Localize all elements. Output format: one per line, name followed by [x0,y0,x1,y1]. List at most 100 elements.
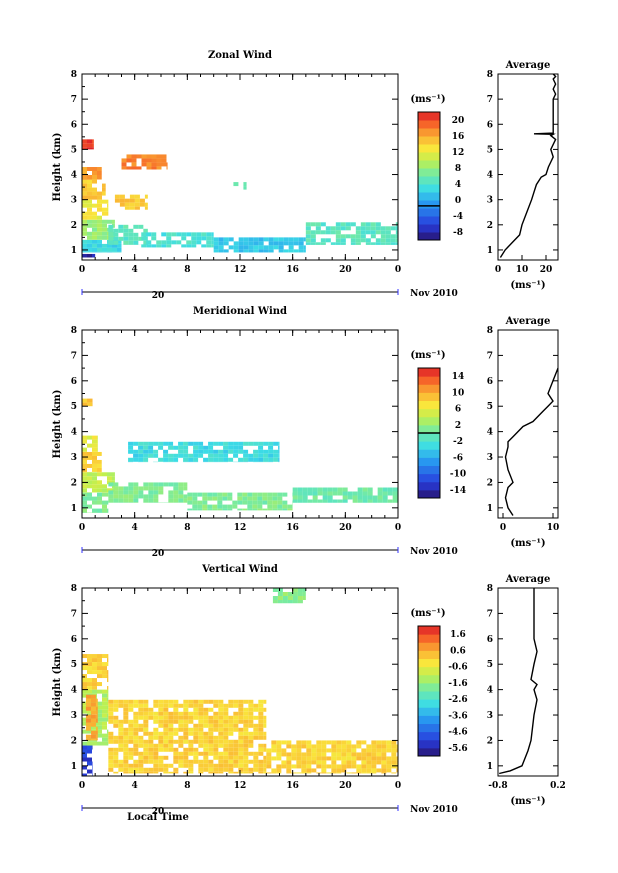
heatmap-cell [292,600,298,604]
heatmap-cell [278,441,280,446]
heatmap-cell [377,487,383,492]
colorbar-segment [418,489,440,499]
heatmap-cell [118,731,124,736]
heatmap-cell [183,699,189,704]
heatmap-cell [335,238,341,243]
heatmap-cell [258,453,264,458]
colorbar-segment [418,384,440,393]
heatmap-cell [87,745,92,750]
heatmap-cell [365,222,371,227]
heatmap-cell [305,230,311,235]
heatmap-cell [171,232,177,237]
heatmap-cell [198,743,204,748]
heatmap-cell [82,500,87,505]
heatmap-cell [252,496,258,501]
heatmap-cell [321,748,327,753]
heatmap-cell [361,740,367,745]
heatmap-cell [193,457,199,462]
heatmap-cell [158,763,164,768]
heatmap-cell [365,238,371,243]
heatmap-cell [92,247,97,252]
heatmap-cell [128,457,134,462]
heatmap-cell [92,227,97,232]
heatmap-cell [92,211,97,216]
heatmap-cell [266,752,272,757]
y-tick-label: 5 [71,402,77,412]
heatmap-cell [278,245,284,250]
heatmap-cell [87,678,92,683]
heatmap-cell [332,491,338,496]
heatmap-cell [292,592,298,596]
heatmap-cell [243,249,249,253]
heatmap-cell [258,249,264,253]
heatmap-cell [213,237,219,242]
avg-y-tick-label: 7 [487,609,493,619]
heatmap-cell [306,764,312,769]
heatmap-cell [153,743,159,748]
heatmap-cell [82,139,87,144]
heatmap-cell [351,752,357,757]
heatmap-cell [357,491,363,496]
avg-y-tick-label: 1 [487,246,493,256]
heatmap-cell [117,251,122,253]
heatmap-cell [297,588,303,592]
heatmap-cell [92,476,97,481]
heatmap-cell [102,662,107,667]
heatmap-cell [168,731,174,736]
heatmap-cell [208,719,214,724]
heatmap-cell [213,249,219,253]
heatmap-cell [316,748,322,753]
colorbar-tick-label: -0.6 [448,663,467,673]
heatmap-cell [113,240,119,245]
heatmap-cell [233,241,239,246]
heatmap-cell [242,500,248,505]
heatmap-cell [133,747,139,752]
heatmap-cell [321,772,327,774]
heatmap-cell [87,247,92,252]
heatmap-cell [391,760,397,765]
heatmap-cell [218,739,224,744]
heatmap-cell [133,727,139,732]
heatmap-cell [97,459,102,464]
heatmap-cell [92,741,97,746]
heatmap-cell [128,703,134,708]
heatmap-cell [92,678,97,683]
heatmap-cell [90,714,96,719]
heatmap-cell [258,245,264,250]
heatmap-cell [218,727,224,732]
heatmap-cell [138,771,144,774]
heatmap-cell [118,763,124,768]
heatmap-cell [327,499,333,503]
colorbar-segment [418,650,440,659]
heatmap-cell [107,243,112,248]
heatmap-cell [156,240,162,245]
heatmap-cell [376,744,382,749]
heatmap-cell [228,449,234,454]
heatmap-cell [208,767,214,772]
heatmap-cell [85,706,91,711]
heatmap-cell [134,194,140,199]
heatmap-cell [321,744,327,749]
heatmap-cell [392,499,398,503]
heatmap-cell [133,723,139,728]
heatmap-cell [386,764,392,769]
heatmap-cell [238,245,244,250]
heatmap-cell [232,504,238,509]
heatmap-cell [92,253,96,258]
heatmap-cell [311,768,317,773]
heatmap-cell [92,745,93,750]
heatmap-cell [340,242,346,245]
heatmap-cell [376,768,382,773]
heatmap-cell [158,482,164,487]
heatmap-cell [377,491,383,496]
heatmap-cell [242,492,248,497]
heatmap-cell [325,230,331,235]
heatmap-cell [208,771,214,774]
heatmap-cell [247,496,253,501]
heatmap-cell [123,232,129,237]
heatmap-cell [92,239,97,244]
average-profile-line [504,367,559,516]
heatmap-cell [273,457,279,462]
heatmap-cell [92,472,97,477]
heatmap-cell [380,234,386,239]
